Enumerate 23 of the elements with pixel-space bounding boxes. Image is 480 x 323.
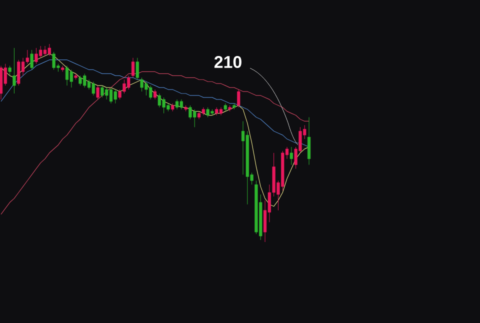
candlestick [30,50,34,70]
candlestick [65,66,69,86]
annotation: 210 [214,56,242,68]
candlestick [131,58,135,78]
candlestick [307,117,311,166]
candlestick [153,89,157,100]
candlestick [48,44,51,56]
candlestick [180,99,183,110]
candlestick [114,89,117,104]
candlestick [109,87,113,104]
candlestick [241,120,245,175]
candlestick [70,69,73,88]
candlestick [87,79,91,90]
candlestick [92,81,95,96]
candlestick [136,58,139,80]
candlestick [237,89,240,108]
candlestick [43,46,47,56]
candlestick [12,48,16,94]
candlestick [8,66,12,76]
candlestick [175,99,179,110]
candlestick [17,60,20,86]
candlestick [290,146,293,166]
candlestick [96,85,100,100]
